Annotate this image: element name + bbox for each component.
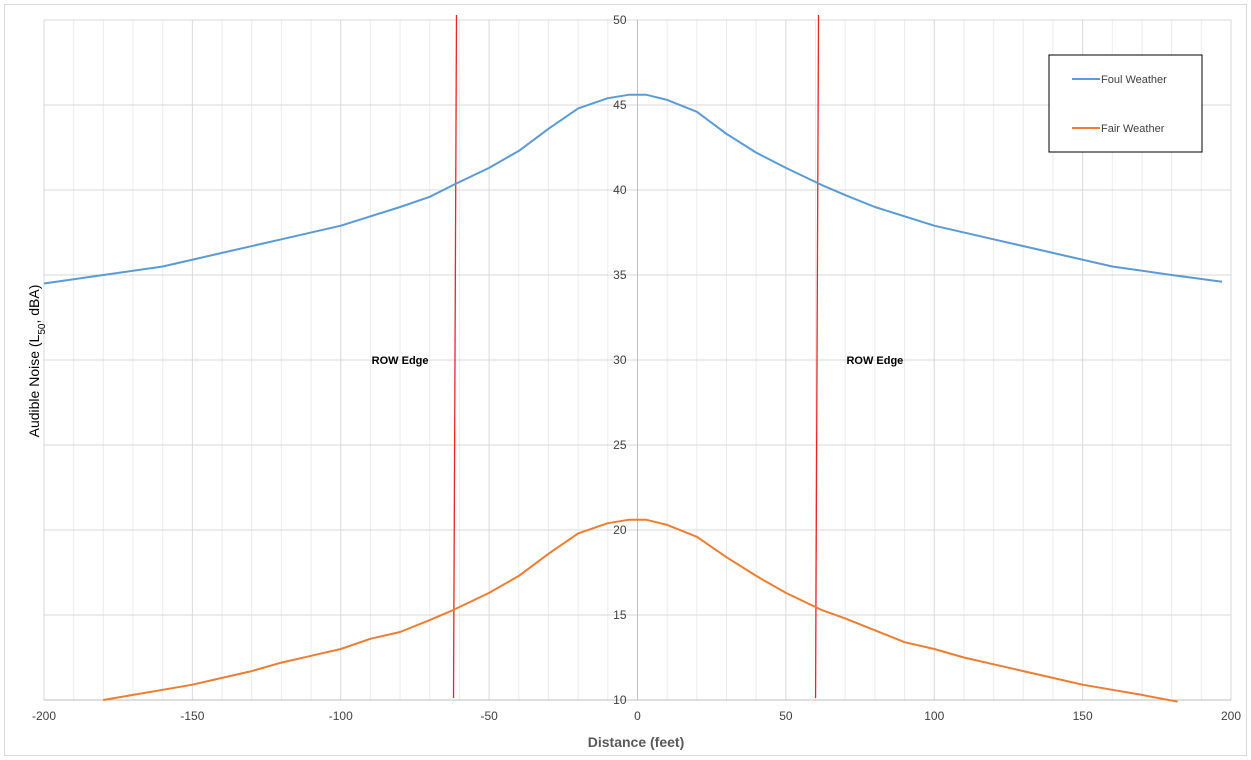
x-tick-label: -100 [329, 709, 353, 723]
series-line-foul-weather [43, 93, 1223, 285]
y-tick-label: 30 [613, 353, 627, 367]
legend: Foul Weather Fair Weather [1048, 54, 1203, 153]
x-tick-label: 0 [634, 709, 641, 723]
y-axis-title-tail: , dBA) [26, 285, 42, 324]
y-axis-title-main: Audible Noise (L [26, 334, 42, 437]
legend-label-fair: Fair Weather [1101, 123, 1165, 135]
row-edge-lines [452, 14, 820, 699]
grid [43, 19, 1232, 701]
chart-frame [4, 4, 1247, 756]
x-tick-label: -150 [180, 709, 204, 723]
y-tick-label: 10 [613, 693, 627, 707]
row-edge-line-left [452, 14, 458, 699]
x-axis-title: Distance (feet) [588, 734, 684, 750]
legend-box [1048, 54, 1203, 153]
x-tick-label: 200 [1221, 709, 1241, 723]
legend-label-foul: Foul Weather [1101, 74, 1167, 86]
y-tick-label: 40 [613, 183, 627, 197]
y-tick-labels: 10 15 20 25 30 35 40 45 50 [613, 13, 627, 707]
y-tick-label: 15 [613, 608, 627, 622]
y-tick-label: 45 [613, 98, 627, 112]
y-tick-label: 25 [613, 438, 627, 452]
y-tick-label: 20 [613, 523, 627, 537]
x-tick-label: 150 [1073, 709, 1093, 723]
series-line-fair-weather [103, 518, 1178, 703]
y-axis-title: Audible Noise (L50, dBA) [26, 285, 48, 438]
x-tick-label: 100 [924, 709, 944, 723]
row-edge-annotation: ROW Edge [846, 355, 903, 367]
x-tick-label: -50 [480, 709, 498, 723]
y-tick-label: 50 [613, 13, 627, 27]
y-tick-label: 35 [613, 268, 627, 282]
annotations: ROW Edge ROW Edge [372, 355, 904, 367]
y-axis-title-sub: 50 [37, 323, 48, 335]
row-edge-line-right [814, 14, 820, 699]
series-lines [43, 93, 1223, 703]
row-edge-annotation: ROW Edge [372, 355, 429, 367]
x-tick-labels: -200 -150 -100 -50 0 50 100 150 200 [32, 709, 1241, 723]
x-tick-label: -200 [32, 709, 56, 723]
x-tick-label: 50 [779, 709, 793, 723]
